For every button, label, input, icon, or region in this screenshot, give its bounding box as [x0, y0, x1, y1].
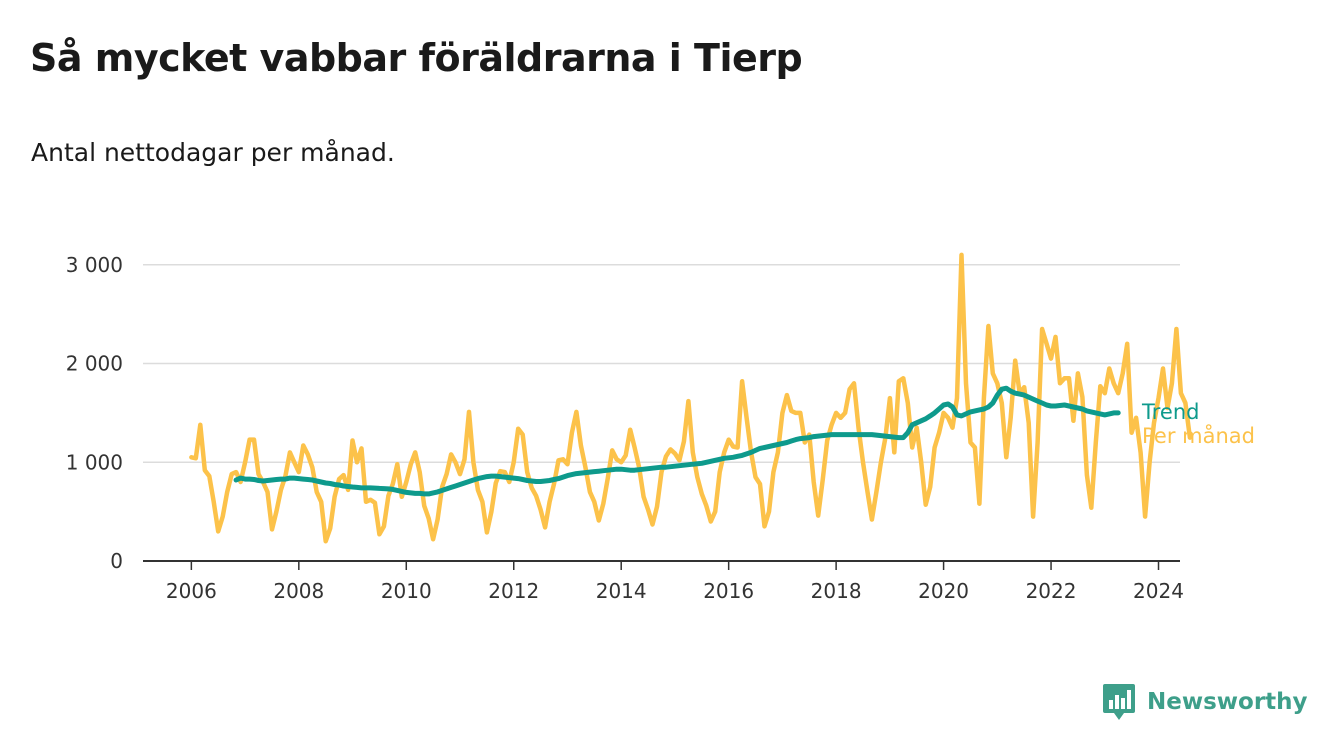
x-tick-label: 2018 [811, 579, 862, 603]
y-axis-ticks: 0 1 000 2 000 3 000 [66, 253, 123, 573]
series-lines [189, 252, 1193, 544]
chart-subtitle: Antal nettodagar per månad. [31, 138, 395, 167]
legend-monthly-label: Per månad [1142, 423, 1255, 448]
x-tick-label: 2020 [918, 579, 969, 603]
newsworthy-brand: Newsworthy [1102, 682, 1308, 722]
gridlines [143, 264, 1180, 464]
x-tick-label: 2024 [1133, 579, 1184, 603]
chart-title: Så mycket vabbar föräldrarna i Tierp [30, 36, 803, 80]
bar-chart-logo-icon [1103, 684, 1135, 720]
trend-series-line [233, 385, 1121, 497]
x-tick-label: 2008 [273, 579, 324, 603]
legend-trend-label: Trend [1141, 400, 1199, 424]
x-tick-label: 2014 [596, 579, 647, 603]
y-tick-label: 0 [110, 549, 123, 573]
x-tick-label: 2016 [703, 579, 754, 603]
x-axis-ticks: 2006 2008 2010 2012 2014 2016 2018 2020 2022 2024 [166, 561, 1184, 603]
monthly-series-line [189, 252, 1193, 544]
x-tick-label: 2006 [166, 579, 217, 603]
x-tick-label: 2012 [488, 579, 539, 603]
y-tick-label: 2 000 [66, 352, 123, 376]
x-tick-label: 2010 [381, 579, 432, 603]
y-tick-label: 1 000 [66, 450, 123, 474]
x-tick-label: 2022 [1026, 579, 1077, 603]
brand-name: Newsworthy [1147, 689, 1308, 715]
y-tick-label: 3 000 [66, 253, 123, 277]
